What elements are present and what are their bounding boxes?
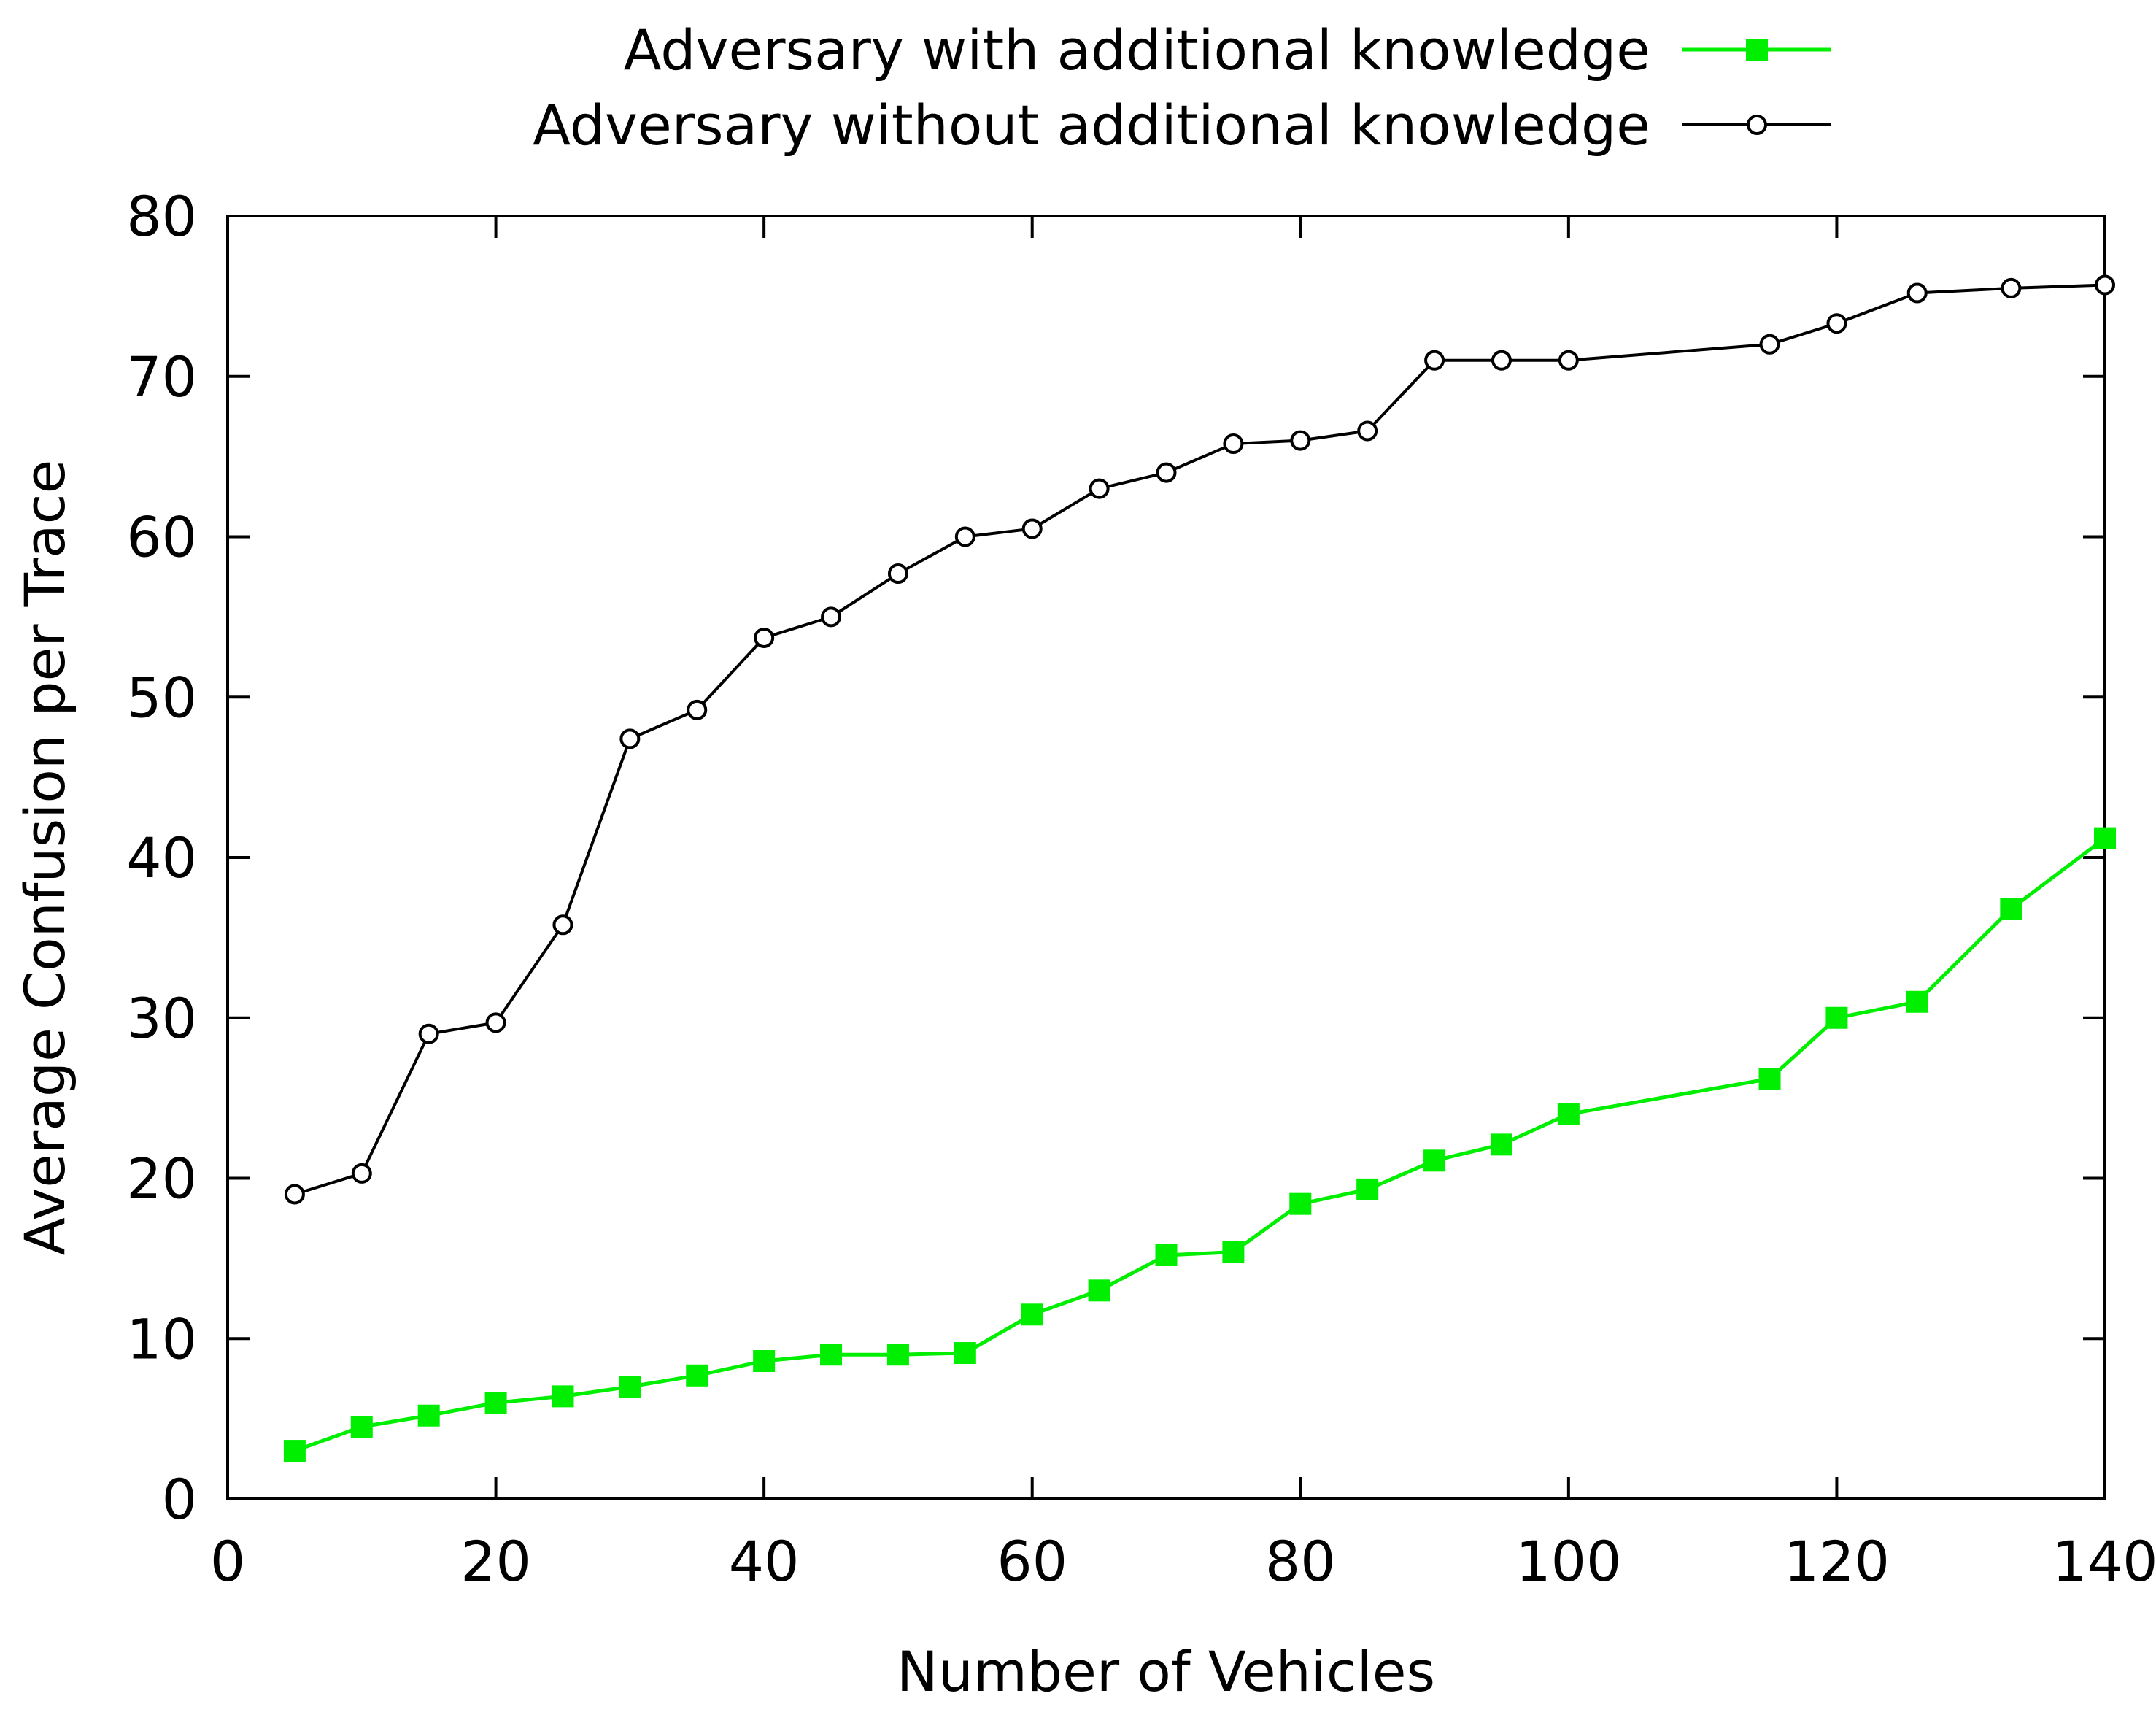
data-point [2000,898,2022,920]
data-point [284,1184,305,1205]
data-point [821,606,842,628]
series-layer [283,274,2116,1462]
data-point [1759,334,1780,355]
y-tick-label: 50 [126,665,197,730]
data-point [1423,1149,1446,1172]
data-point [1558,350,1579,371]
y-tick-label: 20 [126,1146,197,1211]
data-point [1825,1006,1848,1029]
data-point [1906,990,1928,1013]
data-point [753,1350,776,1373]
data-point [820,1344,843,1366]
ticks-layer: 0 20 40 60 80 100 120 140 0 10 20 30 40 50 60 70 80 [126,184,2156,1594]
data-point [619,1376,641,1398]
data-point [418,1023,439,1044]
x-tick-label: 100 [1515,1529,1621,1594]
data-point [1491,350,1512,371]
x-tick-label: 140 [2052,1529,2156,1594]
data-point [1088,1279,1110,1302]
data-point [484,1392,507,1414]
data-point [954,526,975,547]
data-point [2001,277,2022,298]
data-point [351,1163,372,1184]
plot-frame [226,215,2106,1500]
data-point [1906,282,1928,304]
data-point [1356,1178,1379,1200]
data-point [687,699,708,720]
data-point [686,1364,708,1387]
legend: Adversary with additional knowledge Adve… [533,18,1831,158]
data-point [417,1404,440,1427]
x-tick-label: 0 [210,1529,245,1594]
y-tick-label: 0 [162,1467,197,1532]
data-point [283,1440,306,1462]
data-point [1155,1244,1178,1266]
data-point [1223,433,1244,455]
legend-marker-without-knowledge [1747,115,1767,135]
data-point [1289,1192,1312,1215]
legend-label-with-knowledge: Adversary with additional knowledge [624,18,1650,82]
data-point [552,914,573,936]
x-tick-label: 60 [997,1529,1067,1594]
series-line-1 [294,283,2106,1196]
data-point [886,1344,909,1366]
x-tick-label: 80 [1265,1529,1336,1594]
data-point [1424,350,1445,371]
data-point [552,1385,574,1408]
x-tick-label: 40 [729,1529,800,1594]
data-point [887,563,908,585]
data-point [1222,1241,1245,1263]
data-point [2095,274,2115,296]
data-point [1156,462,1177,483]
x-axis-title: Number of Vehicles [897,1639,1435,1704]
data-point [1557,1103,1580,1125]
y-tick-label: 10 [126,1306,197,1371]
y-tick-label: 30 [126,986,197,1051]
y-tick-label: 40 [126,825,197,890]
data-point [1290,430,1311,451]
data-point [1021,1303,1043,1326]
x-tick-label: 120 [1784,1529,1890,1594]
y-tick-label: 60 [126,505,197,570]
data-point [1826,313,1847,334]
y-axis-title: Average Confusion per Trace [12,460,77,1255]
data-point [619,728,641,749]
data-point [1758,1068,1781,1090]
data-point [485,1012,506,1033]
data-point [954,1342,976,1365]
y-tick-label: 70 [126,344,197,409]
data-point [754,627,775,648]
data-point [350,1416,373,1438]
y-tick-label: 80 [126,184,197,249]
data-point [1089,478,1110,499]
legend-marker-with-knowledge [1746,39,1768,61]
data-point [1357,420,1378,442]
data-point [1021,518,1043,539]
data-point [1490,1133,1512,1156]
legend-label-without-knowledge: Adversary without additional knowledge [533,93,1650,158]
x-tick-label: 20 [460,1529,531,1594]
data-point [2094,827,2116,849]
